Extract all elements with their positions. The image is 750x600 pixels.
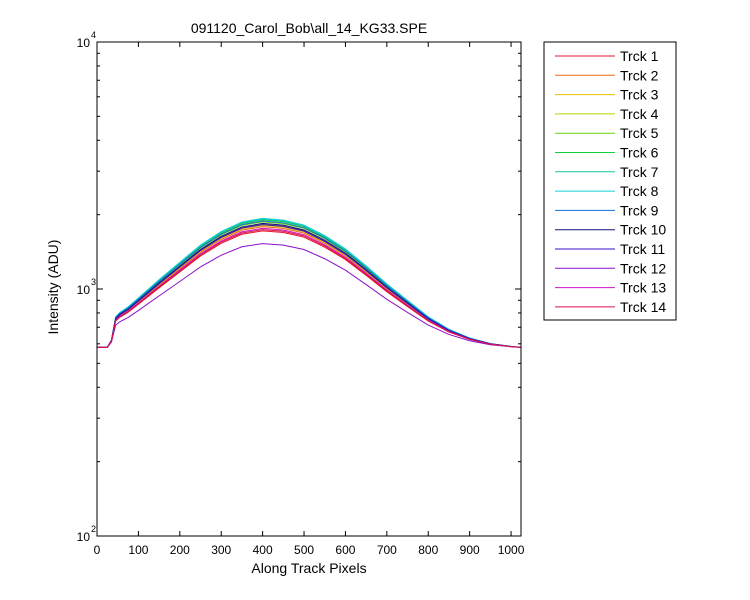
series-line-14 <box>97 229 522 348</box>
series-layer <box>97 217 522 348</box>
x-tick-label: 200 <box>170 543 190 557</box>
x-tick-label: 1000 <box>498 543 525 557</box>
tick-layer: 0 100 200 300 400 500 600 700 800 900 100010210310… <box>77 30 525 557</box>
series-line-12 <box>97 243 522 348</box>
y-axis-label: Intensity (ADU) <box>45 240 61 335</box>
legend-label: Trck 4 <box>620 106 659 122</box>
legend-label: Trck 12 <box>620 260 666 276</box>
x-tick-label: 900 <box>460 543 480 557</box>
x-tick-label: 400 <box>253 543 273 557</box>
y-tick-label: 10 <box>77 530 91 544</box>
y-tick-label: 10 <box>77 283 91 297</box>
x-tick-label: 300 <box>211 543 231 557</box>
plot-frame <box>96 41 522 537</box>
x-axis-label: Along Track Pixels <box>251 560 366 576</box>
series-line-8 <box>97 217 522 348</box>
y-tick-exponent: 3 <box>91 277 96 287</box>
legend-label: Trck 13 <box>620 280 666 296</box>
legend-label: Trck 10 <box>620 222 666 238</box>
legend-label: Trck 1 <box>620 48 659 64</box>
legend-label: Trck 6 <box>620 145 659 161</box>
legend-box <box>543 41 677 321</box>
legend-label: Trck 3 <box>620 87 659 103</box>
x-tick-label: 700 <box>377 543 397 557</box>
y-tick-exponent: 2 <box>91 524 96 534</box>
plot-area <box>97 42 521 536</box>
legend-label: Trck 9 <box>620 202 659 218</box>
y-tick-label: 10 <box>77 36 91 50</box>
legend-label: Trck 7 <box>620 164 659 180</box>
legend-label: Trck 8 <box>620 183 659 199</box>
x-tick-label: 800 <box>418 543 438 557</box>
legend-label: Trck 14 <box>620 299 666 315</box>
legend: Trck 1 Trck 2 Trck 3 Trck 4 Trck 5 Trck 6 Trck… <box>543 41 677 321</box>
chart-title: 091120_Carol_Bob\all_14_KG33.SPE <box>191 20 427 36</box>
x-tick-label: 500 <box>294 543 314 557</box>
legend-label: Trck 5 <box>620 125 659 141</box>
x-tick-label: 0 <box>94 543 101 557</box>
legend-label: Trck 11 <box>620 241 665 257</box>
y-tick-exponent: 4 <box>91 30 96 40</box>
x-tick-label: 600 <box>335 543 355 557</box>
series-line-11 <box>97 224 522 348</box>
legend-label: Trck 2 <box>620 67 659 83</box>
x-tick-label: 100 <box>128 543 148 557</box>
